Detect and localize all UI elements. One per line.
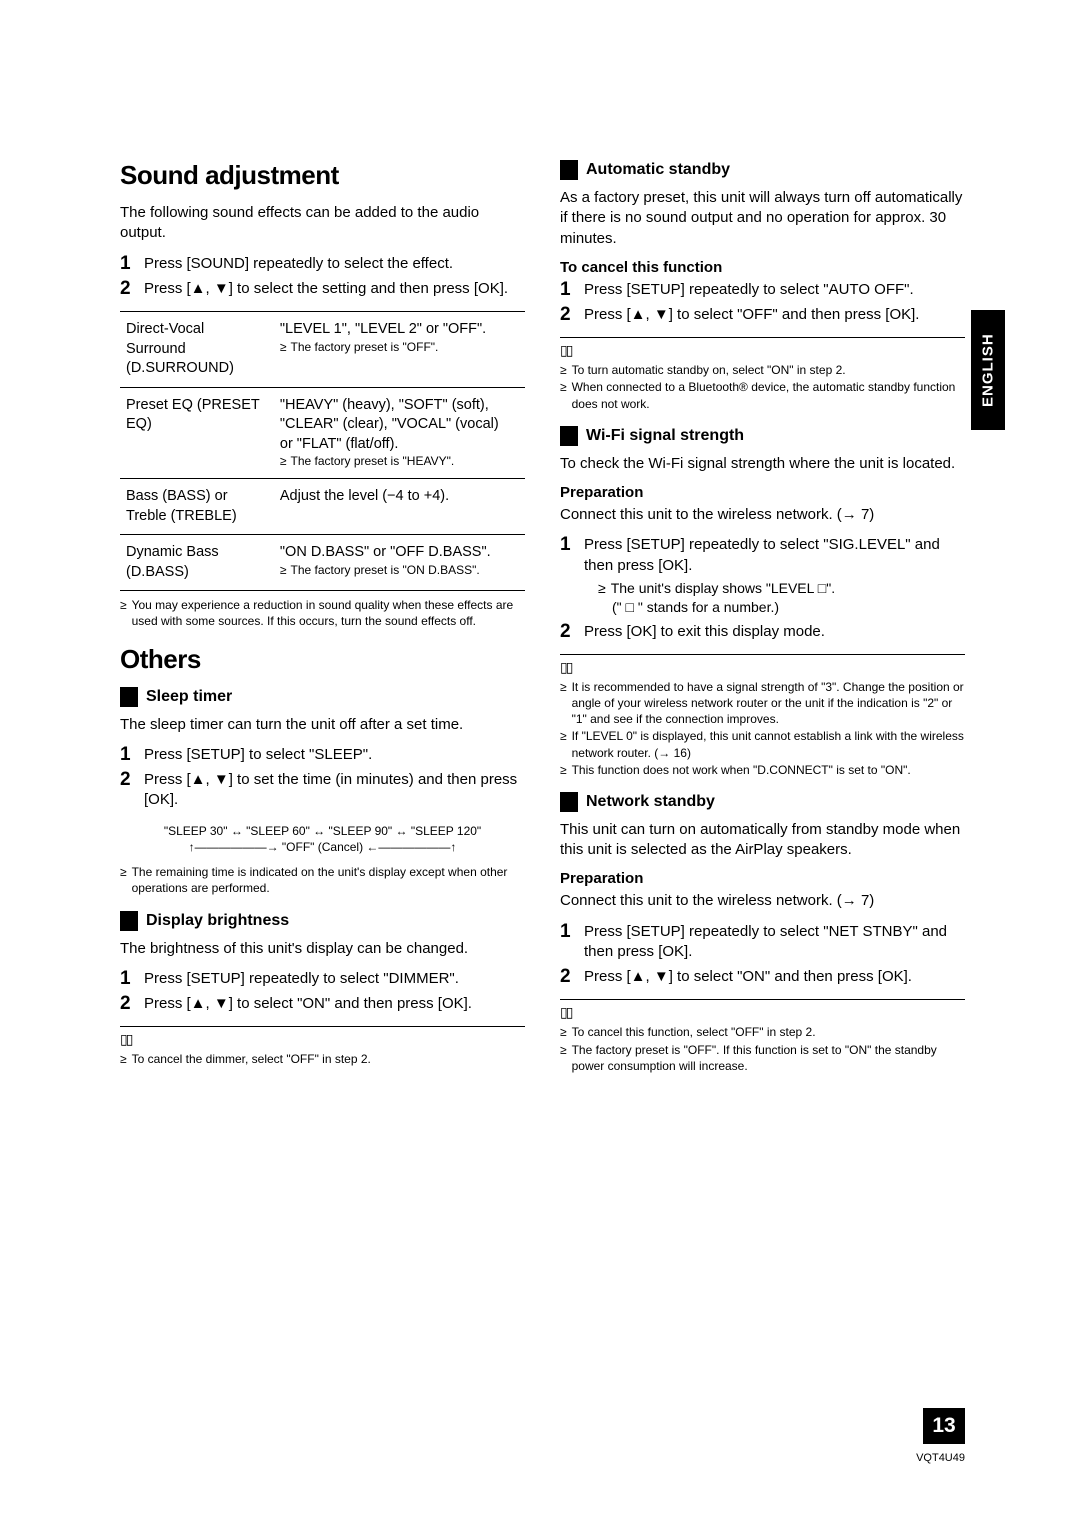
sound-steps: 1Press [SOUND] repeatedly to select the … (120, 254, 525, 300)
sleep-steps: 1Press [SETUP] to select "SLEEP". 2Press… (120, 745, 525, 811)
note-icon: ▯▯ (560, 659, 965, 676)
sound-step-1: 1Press [SOUND] repeatedly to select the … (120, 254, 525, 274)
sleep-notes: The remaining time is indicated on the u… (120, 864, 525, 896)
preparation-label: Preparation (560, 870, 965, 887)
note-icon: ▯▯ (560, 342, 965, 359)
net-steps: 1Press [SETUP] repeatedly to select "NET… (560, 922, 965, 988)
net-notes: To cancel this function, select "OFF" in… (560, 1024, 965, 1074)
divider (560, 337, 965, 338)
table-row: Bass (BASS) or Treble (TREBLE) Adjust th… (120, 478, 525, 534)
sound-step-2: 2Press [▲, ▼] to select the setting and … (120, 279, 525, 299)
others-title: Others (120, 644, 525, 675)
language-tab: ENGLISH (971, 310, 1005, 430)
sleep-cycle-diagram: "SLEEP 30" ↔ "SLEEP 60" ↔ "SLEEP 90" ↔ "… (120, 823, 525, 857)
section-marker-icon (120, 911, 138, 931)
sound-effects-table: Direct-Vocal Surround (D.SURROUND) "LEVE… (120, 311, 525, 591)
wifi-steps: 1 Press [SETUP] repeatedly to select "SI… (560, 535, 965, 642)
wifi-notes: It is recommended to have a signal stren… (560, 679, 965, 778)
sleep-step-2: 2Press [▲, ▼] to set the time (in minute… (120, 770, 525, 811)
table-row: Preset EQ (PRESET EQ) "HEAVY" (heavy), "… (120, 387, 525, 478)
brightness-intro: The brightness of this unit's display ca… (120, 939, 525, 959)
table-row: Direct-Vocal Surround (D.SURROUND) "LEVE… (120, 312, 525, 388)
page-content: Sound adjustment The following sound eff… (120, 160, 965, 1088)
auto-steps: 1Press [SETUP] repeatedly to select "AUT… (560, 280, 965, 326)
net-step-2: 2Press [▲, ▼] to select "ON" and then pr… (560, 967, 965, 987)
net-step-1: 1Press [SETUP] repeatedly to select "NET… (560, 922, 965, 963)
wifi-step-2: 2Press [OK] to exit this display mode. (560, 622, 965, 642)
sound-notes: You may experience a reduction in sound … (120, 597, 525, 629)
cancel-function-label: To cancel this function (560, 259, 965, 276)
wifi-signal-header: Wi-Fi signal strength (560, 426, 965, 446)
left-column: Sound adjustment The following sound eff… (120, 160, 525, 1088)
document-id: VQT4U49 (916, 1452, 965, 1464)
brightness-step-2: 2Press [▲, ▼] to select "ON" and then pr… (120, 994, 525, 1014)
sleep-step-1: 1Press [SETUP] to select "SLEEP". (120, 745, 525, 765)
wifi-intro: To check the Wi-Fi signal strength where… (560, 454, 965, 474)
page-number-badge: 13 (923, 1408, 965, 1444)
divider (560, 654, 965, 655)
section-marker-icon (560, 426, 578, 446)
sleep-timer-header: Sleep timer (120, 687, 525, 707)
right-column: Automatic standby As a factory preset, t… (560, 160, 965, 1088)
sound-intro: The following sound effects can be added… (120, 203, 525, 244)
net-intro: This unit can turn on automatically from… (560, 820, 965, 861)
note-icon: ▯▯ (120, 1031, 525, 1048)
auto-intro: As a factory preset, this unit will alwa… (560, 188, 965, 249)
section-marker-icon (560, 160, 578, 180)
network-standby-header: Network standby (560, 792, 965, 812)
brightness-step-1: 1Press [SETUP] repeatedly to select "DIM… (120, 969, 525, 989)
auto-notes: To turn automatic standby on, select "ON… (560, 362, 965, 412)
divider (560, 999, 965, 1000)
auto-step-2: 2Press [▲, ▼] to select "OFF" and then p… (560, 305, 965, 325)
display-brightness-header: Display brightness (120, 911, 525, 931)
section-marker-icon (560, 792, 578, 812)
wifi-prep: Connect this unit to the wireless networ… (560, 505, 965, 525)
wifi-step-1: 1 Press [SETUP] repeatedly to select "SI… (560, 535, 965, 616)
section-marker-icon (120, 687, 138, 707)
brightness-notes: To cancel the dimmer, select "OFF" in st… (120, 1051, 525, 1067)
brightness-steps: 1Press [SETUP] repeatedly to select "DIM… (120, 969, 525, 1015)
divider (120, 1026, 525, 1027)
auto-step-1: 1Press [SETUP] repeatedly to select "AUT… (560, 280, 965, 300)
automatic-standby-header: Automatic standby (560, 160, 965, 180)
preparation-label: Preparation (560, 484, 965, 501)
sleep-intro: The sleep timer can turn the unit off af… (120, 715, 525, 735)
sound-adjustment-title: Sound adjustment (120, 160, 525, 191)
net-prep: Connect this unit to the wireless networ… (560, 891, 965, 911)
table-row: Dynamic Bass (D.BASS) "ON D.BASS" or "OF… (120, 535, 525, 591)
note-icon: ▯▯ (560, 1004, 965, 1021)
